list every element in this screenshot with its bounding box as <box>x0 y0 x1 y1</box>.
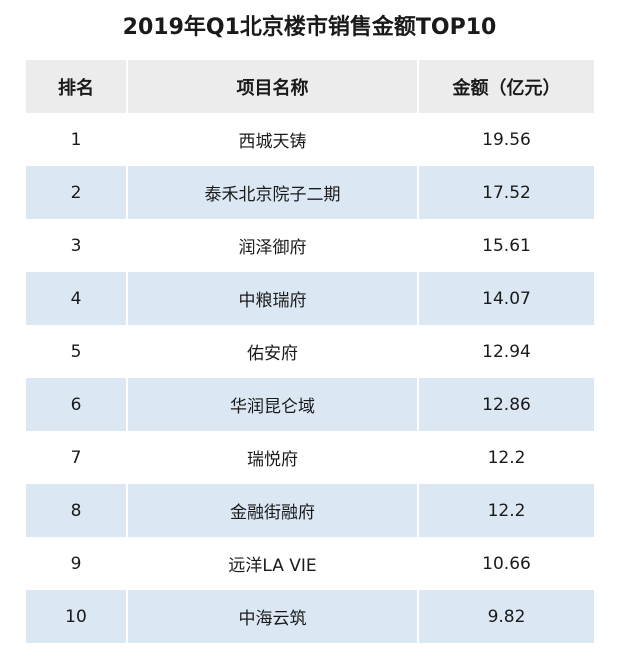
project-name-cell: 金融街融府 <box>127 484 419 537</box>
rank-cell: 9 <box>26 537 128 590</box>
table-row: 1 西城天铸 19.56 <box>26 113 594 166</box>
amount-cell: 17.52 <box>482 182 531 203</box>
column-header-amount: 金额（亿元） <box>452 77 561 99</box>
ranking-table: 排名 项目名称 金额（亿元） 1 西城天铸 19.56 2 泰禾北京院子二期 17.52 3… <box>26 60 594 643</box>
table-row: 5 佑安府 12.94 <box>26 325 594 378</box>
table-row: 3 润泽御府 15.61 <box>26 219 594 272</box>
amount-cell: 19.56 <box>482 129 531 150</box>
project-name-cell: 佑安府 <box>127 325 419 378</box>
table-row: 7 瑞悦府 12.2 <box>26 431 594 484</box>
table-row: 2 泰禾北京院子二期 17.52 <box>26 166 594 219</box>
rank-cell: 7 <box>26 431 128 484</box>
amount-cell: 14.07 <box>482 288 531 309</box>
rank-cell: 10 <box>26 590 128 643</box>
project-name-cell: 瑞悦府 <box>127 431 419 484</box>
rank-cell: 2 <box>26 166 128 219</box>
table-row: 10 中海云筑 9.82 <box>26 590 594 643</box>
amount-cell: 12.94 <box>482 341 531 362</box>
project-name-cell: 华润昆仑域 <box>127 378 419 431</box>
amount-cell: 12.2 <box>487 447 526 468</box>
project-name-cell: 西城天铸 <box>127 113 419 166</box>
project-name-cell: 远洋LA VIE <box>127 537 419 590</box>
rank-cell: 5 <box>26 325 128 378</box>
column-header-project-name: 项目名称 <box>127 60 419 113</box>
table-header-row: 排名 项目名称 金额（亿元） <box>26 60 594 113</box>
rank-cell: 4 <box>26 272 128 325</box>
rank-cell: 6 <box>26 378 128 431</box>
table-row: 6 华润昆仑域 12.86 <box>26 378 594 431</box>
column-header-rank: 排名 <box>26 60 128 113</box>
table-row: 4 中粮瑞府 14.07 <box>26 272 594 325</box>
table-body: 1 西城天铸 19.56 2 泰禾北京院子二期 17.52 3 润泽御府 15.61 4 中粮瑞府 1… <box>26 113 594 643</box>
amount-cell: 9.82 <box>487 606 526 627</box>
project-name-cell: 中粮瑞府 <box>127 272 419 325</box>
project-name-cell: 润泽御府 <box>127 219 419 272</box>
rank-cell: 1 <box>26 113 128 166</box>
project-name-cell: 中海云筑 <box>127 590 419 643</box>
project-name-cell: 泰禾北京院子二期 <box>127 166 419 219</box>
amount-cell: 10.66 <box>482 553 531 574</box>
table-row: 8 金融街融府 12.2 <box>26 484 594 537</box>
amount-cell: 12.2 <box>487 500 526 521</box>
amount-cell: 15.61 <box>482 235 531 256</box>
rank-cell: 3 <box>26 219 128 272</box>
table-row: 9 远洋LA VIE 10.66 <box>26 537 594 590</box>
amount-cell: 12.86 <box>482 394 531 415</box>
table-title: 2019年Q1北京楼市销售金额TOP10 <box>122 15 497 40</box>
rank-cell: 8 <box>26 484 128 537</box>
